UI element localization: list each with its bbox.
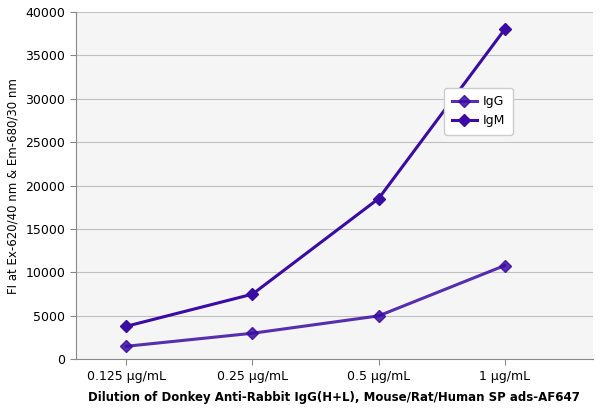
Y-axis label: FI at Ex-620/40 nm & Em-680/30 nm: FI at Ex-620/40 nm & Em-680/30 nm	[7, 78, 20, 293]
IgM	[501, 27, 508, 32]
IgG	[375, 314, 382, 319]
IgM	[122, 324, 130, 329]
IgG	[122, 344, 130, 349]
IgM	[375, 196, 382, 201]
Line: IgM: IgM	[122, 25, 509, 330]
IgG	[501, 263, 508, 268]
IgM	[249, 292, 256, 297]
IgG	[249, 331, 256, 336]
Line: IgG: IgG	[122, 261, 509, 351]
X-axis label: Dilution of Donkey Anti-Rabbit IgG(H+L), Mouse/Rat/Human SP ads-AF647: Dilution of Donkey Anti-Rabbit IgG(H+L),…	[88, 391, 580, 404]
Legend: IgG, IgM: IgG, IgM	[444, 88, 513, 135]
